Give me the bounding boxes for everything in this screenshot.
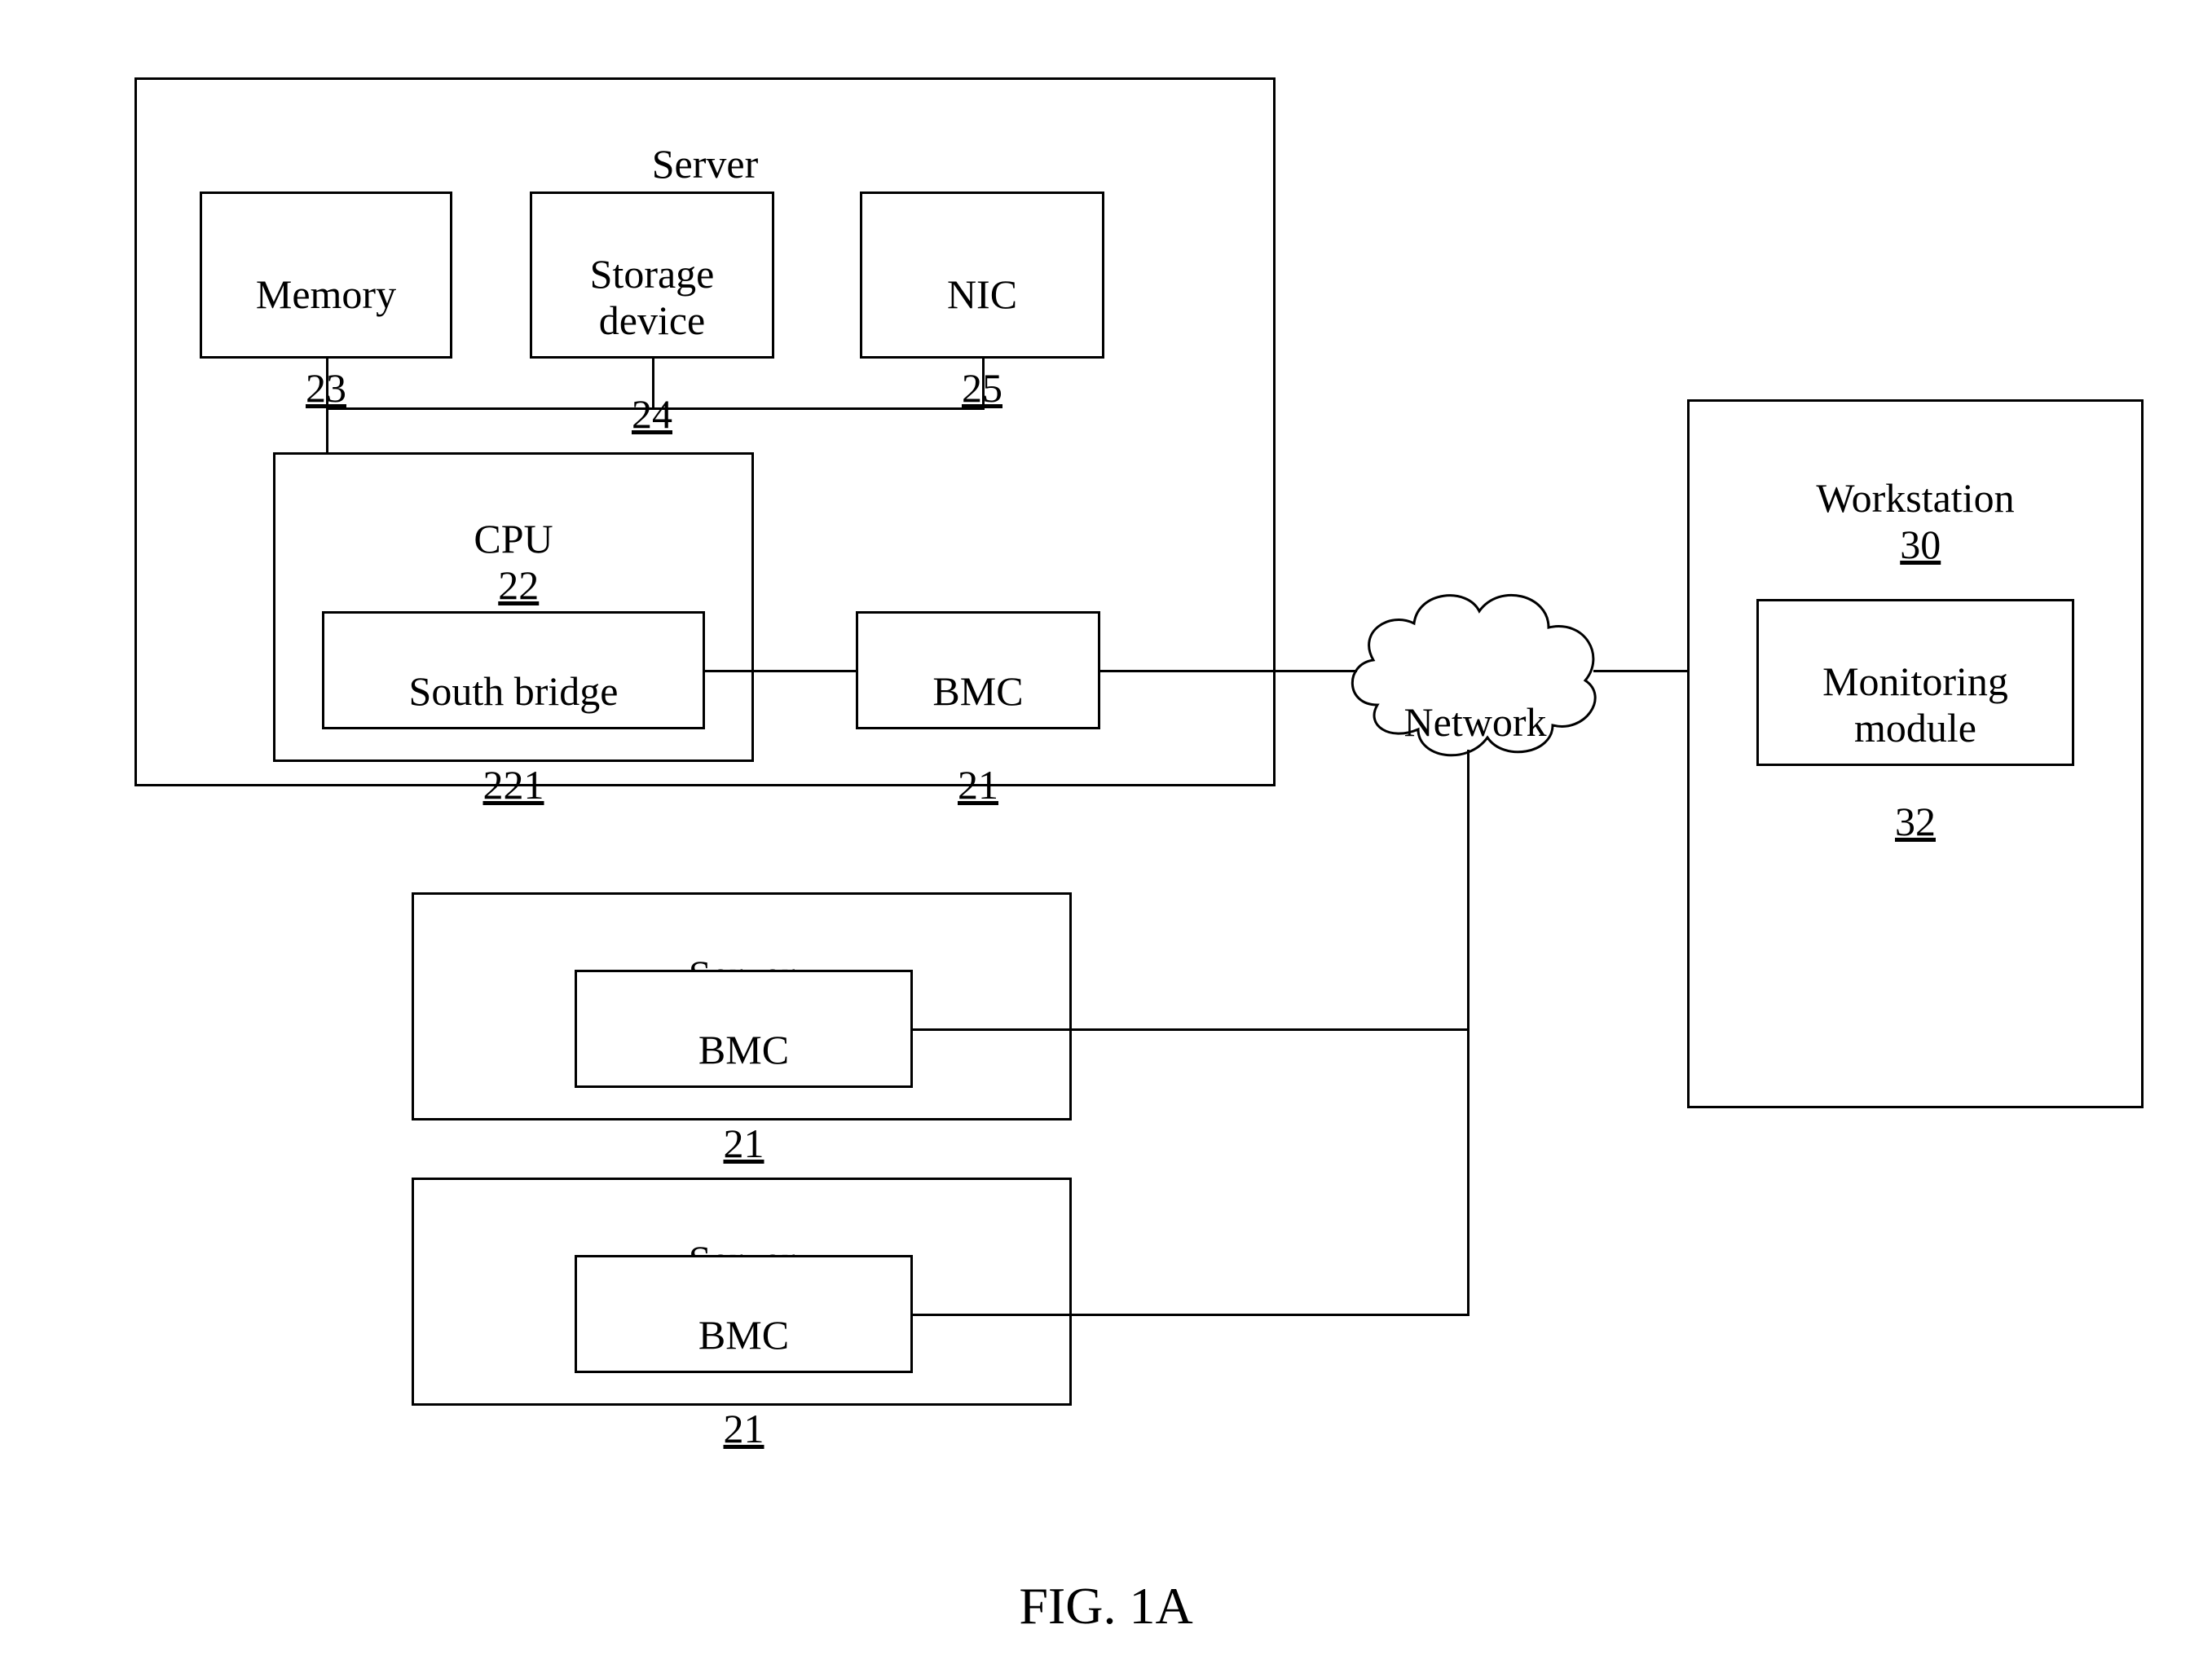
monitoring-label: Monitoring module 32	[1756, 611, 2074, 846]
bmc-1-label: BMC 21	[856, 621, 1100, 808]
edge-storage-v	[652, 359, 654, 407]
bmc-1-title: BMC	[932, 668, 1023, 714]
edge-bmc3-h	[913, 1314, 1470, 1316]
bmc-3-num: 21	[724, 1406, 765, 1451]
edge-bus-h	[326, 407, 985, 410]
edge-cpu-v	[326, 407, 328, 455]
monitoring-num: 32	[1895, 799, 1936, 844]
southbridge-num: 221	[483, 762, 544, 808]
server-1-title-text: Server	[652, 141, 759, 187]
diagram-canvas: Server 20 Memory 23 Storage device 24 NI…	[0, 0, 2212, 1673]
edge-bmc2-h	[913, 1028, 1470, 1031]
bmc-2-label: BMC 21	[575, 980, 913, 1167]
edge-nic-v	[982, 359, 985, 410]
bmc-1-num: 21	[958, 762, 998, 808]
bmc-3-title: BMC	[698, 1312, 789, 1358]
memory-title: Memory	[256, 271, 396, 317]
cpu-num: 22	[498, 562, 539, 608]
cpu-title-text: CPU	[474, 516, 553, 561]
workstation-title: Workstation 30	[1687, 428, 2144, 569]
edge-trunk-v	[1467, 750, 1470, 1316]
monitoring-title: Monitoring module	[1822, 658, 2008, 751]
bmc-2-num: 21	[724, 1120, 765, 1166]
edge-sb-bmc	[705, 670, 858, 672]
cpu-title: CPU 22	[273, 469, 754, 610]
storage-title: Storage device	[590, 251, 715, 344]
bmc-3-label: BMC 21	[575, 1265, 913, 1452]
edge-cloud-workstation	[1593, 670, 1690, 672]
workstation-title-text: Workstation	[1816, 475, 2014, 521]
edge-bmc1-out	[1100, 670, 1278, 672]
workstation-num: 30	[1900, 522, 1941, 567]
figure-caption: FIG. 1A	[0, 1516, 2212, 1636]
nic-title: NIC	[947, 271, 1017, 317]
figure-caption-text: FIG. 1A	[1019, 1577, 1192, 1635]
edge-server1-cloud	[1276, 670, 1357, 672]
southbridge-title: South bridge	[409, 668, 619, 714]
network-label: Network	[1381, 652, 1569, 746]
edge-memory-v	[326, 359, 328, 407]
southbridge-label: South bridge 221	[322, 621, 705, 808]
network-label-text: Network	[1404, 699, 1547, 745]
bmc-2-title: BMC	[698, 1027, 789, 1072]
